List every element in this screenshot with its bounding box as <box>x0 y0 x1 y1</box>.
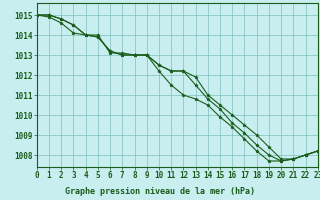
Text: Graphe pression niveau de la mer (hPa): Graphe pression niveau de la mer (hPa) <box>65 187 255 196</box>
